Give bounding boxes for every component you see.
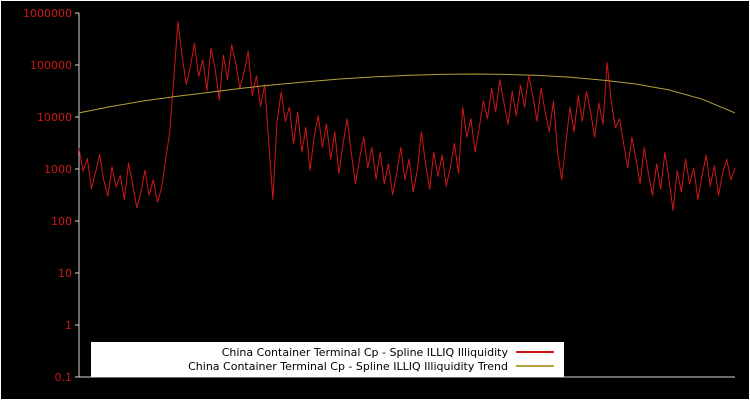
legend: China Container Terminal Cp - Spline ILL…	[91, 342, 564, 377]
y-axis-tick-label: 100000	[30, 59, 72, 72]
legend-label-trend: China Container Terminal Cp - Spline ILL…	[188, 359, 508, 373]
legend-row-illiquidity: China Container Terminal Cp - Spline ILL…	[101, 345, 554, 359]
y-axis-tick-label: 10000	[37, 111, 72, 124]
series-line-trend	[78, 73, 736, 114]
y-axis-tick-label: 1000000	[23, 7, 72, 20]
legend-line-trend	[516, 365, 554, 367]
series-line-illiquidity	[78, 21, 736, 211]
legend-row-trend: China Container Terminal Cp - Spline ILL…	[101, 359, 554, 373]
y-axis-tick-label: 1000	[44, 163, 72, 176]
legend-label-illiquidity: China Container Terminal Cp - Spline ILL…	[221, 345, 508, 359]
y-axis-tick-label: 1	[65, 319, 72, 332]
y-axis-tick-label: 10	[58, 267, 72, 280]
legend-line-illiquidity	[516, 351, 554, 353]
y-axis-tick-label: 0.1	[55, 371, 73, 384]
y-axis-tick-label: 100	[51, 215, 72, 228]
